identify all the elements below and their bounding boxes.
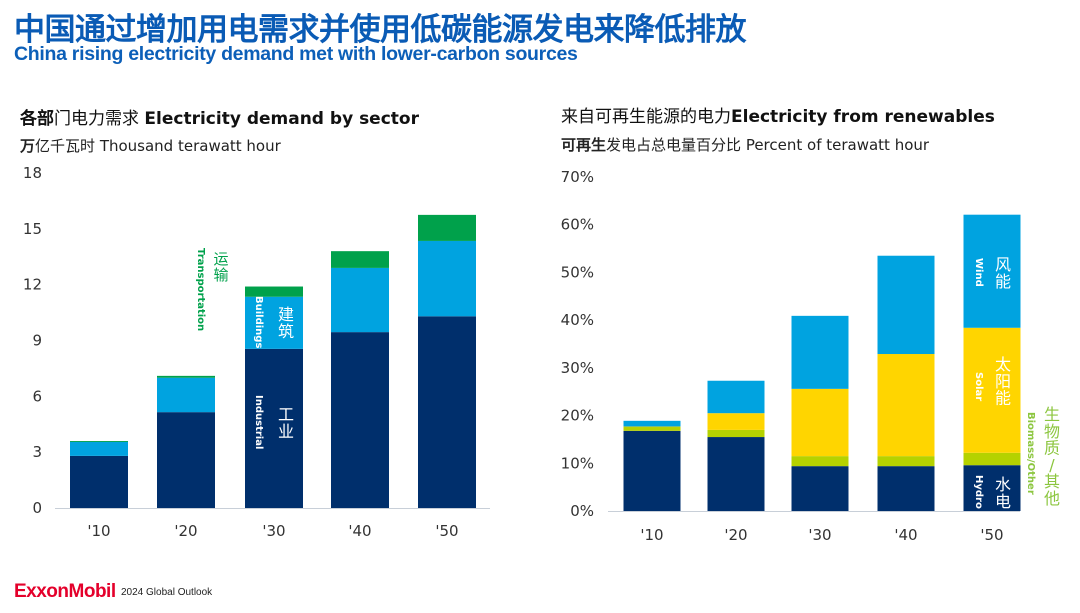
left-bar-transportation (70, 441, 128, 442)
right-bar-biomass-other (877, 456, 935, 467)
right-x-tick-label: '30 (808, 526, 831, 544)
right-chart-subtitle: 可再生发电占总电量百分比 Percent of terawatt hour (561, 134, 929, 155)
right-x-tick-label: '40 (894, 526, 917, 544)
right-chart-title-cn: 来自可再生能源的电力 (561, 107, 731, 127)
right-bar-biomass-other (707, 429, 765, 438)
left-bar-buildings (70, 441, 128, 456)
right-chart-title: 来自可再生能源的电力Electricity from renewables (561, 102, 995, 127)
right-bar-wind (791, 315, 849, 389)
right-bar-biomass-other (963, 452, 1021, 466)
left-x-tick-label: '50 (435, 522, 458, 540)
left-bar-buildings (331, 267, 389, 333)
left-chart-subtitle: 万亿千瓦时 Thousand terawatt hour (20, 135, 281, 156)
right-bar-wind (707, 380, 765, 414)
wind-label-cn: 风能 (995, 255, 1011, 291)
left-x-tick-label: '10 (87, 522, 110, 540)
hydro-label-en: Hydro (973, 475, 984, 509)
footer-text: 2024 Global Outlook (121, 587, 213, 598)
exxonmobil-logo: ExxonMobil (14, 581, 116, 602)
right-bar-solar (707, 413, 765, 430)
right-chart-title-en: Electricity from renewables (731, 107, 995, 127)
left-y-tick-label: 3 (32, 443, 42, 461)
left-chart-title-en: Electricity demand by sector (144, 109, 419, 129)
left-chart-subtitle-cn-bold: 万 (20, 137, 36, 155)
right-y-tick-label: 40% (561, 311, 594, 329)
right-y-tick-label: 70% (561, 168, 594, 186)
industrial-label-cn: 工业 (278, 405, 294, 441)
left-x-tick-label: '40 (348, 522, 371, 540)
right-chart-subtitle-cn: 发电占总电量百分比 (606, 136, 742, 154)
page-title-en: China rising electricity demand met with… (14, 43, 578, 65)
right-bar-biomass-other (623, 427, 681, 431)
wind-label-en: Wind (973, 258, 984, 287)
buildings-label-cn: 建筑 (278, 305, 294, 341)
right-bar-hydro (623, 430, 681, 511)
right-y-tick-label: 20% (561, 407, 594, 425)
right-y-tick-label: 30% (561, 359, 594, 377)
left-chart-title: 各部门电力需求 Electricity demand by sector (20, 104, 419, 129)
right-bar-wind (963, 214, 1021, 328)
biomass-label-en: Biomass/Other (1025, 412, 1036, 495)
right-y-tick-label: 50% (561, 263, 594, 281)
right-bar-hydro (791, 466, 849, 511)
left-x-tick-label: '20 (174, 522, 197, 540)
transportation-label-en: Transportation (195, 248, 206, 331)
left-bar-industrial (70, 455, 128, 508)
left-bar-buildings (157, 377, 215, 413)
left-bar-transportation (245, 286, 303, 297)
right-y-tick-label: 60% (561, 216, 594, 234)
right-bar-solar (963, 327, 1021, 453)
left-chart-subtitle-en: Thousand terawatt hour (99, 137, 281, 155)
left-x-tick-label: '30 (262, 522, 285, 540)
right-y-tick-label: 0% (570, 502, 594, 520)
left-y-tick-label: 18 (23, 164, 42, 182)
left-chart-title-cn-bold: 各部 (20, 109, 54, 129)
page-title-cn: 中国通过增加用电需求并使用低碳能源发电来降低排放 (14, 12, 747, 48)
right-chart-subtitle-cn-bold: 可再生 (561, 136, 607, 154)
buildings-label-en: Buildings (253, 296, 264, 348)
left-bar-transportation (157, 375, 215, 378)
left-y-tick-label: 0 (32, 499, 42, 517)
right-bar-hydro (877, 466, 935, 511)
right-y-tick-label: 10% (561, 454, 594, 472)
left-bar-buildings (245, 296, 303, 349)
left-chart-title-cn: 门电力需求 (54, 109, 139, 129)
right-x-tick-label: '50 (980, 526, 1003, 544)
left-bar-industrial (245, 348, 303, 508)
left-bar-industrial (418, 316, 476, 508)
right-bar-hydro (963, 465, 1021, 511)
left-bar-transportation (418, 214, 476, 241)
right-bar-biomass-other (791, 456, 849, 467)
solar-label-cn: 太阳能 (995, 355, 1011, 408)
left-y-tick-label: 12 (23, 276, 42, 294)
right-chart-subtitle-en: Percent of terawatt hour (745, 136, 930, 154)
right-bar-wind (877, 255, 935, 355)
solar-label-en: Solar (973, 372, 984, 401)
left-y-tick-label: 6 (32, 387, 42, 405)
left-y-tick-label: 15 (23, 220, 42, 238)
right-x-tick-label: '10 (640, 526, 663, 544)
left-bar-buildings (418, 240, 476, 317)
right-x-tick-label: '20 (724, 526, 747, 544)
right-bar-solar (877, 354, 935, 457)
industrial-label-en: Industrial (253, 395, 264, 449)
left-y-tick-label: 9 (32, 332, 42, 350)
right-bar-hydro (707, 437, 765, 511)
right-bar-wind (623, 420, 681, 427)
left-chart-subtitle-cn: 亿千瓦时 (35, 137, 96, 155)
right-bar-solar (791, 388, 849, 457)
hydro-label-cn: 水电 (995, 475, 1011, 511)
biomass-label-cn: 生物质/其他 (1044, 405, 1060, 508)
left-bar-industrial (331, 332, 389, 508)
left-bar-transportation (331, 251, 389, 268)
left-bar-industrial (157, 412, 215, 508)
transportation-label-cn: 运输 (213, 250, 228, 284)
